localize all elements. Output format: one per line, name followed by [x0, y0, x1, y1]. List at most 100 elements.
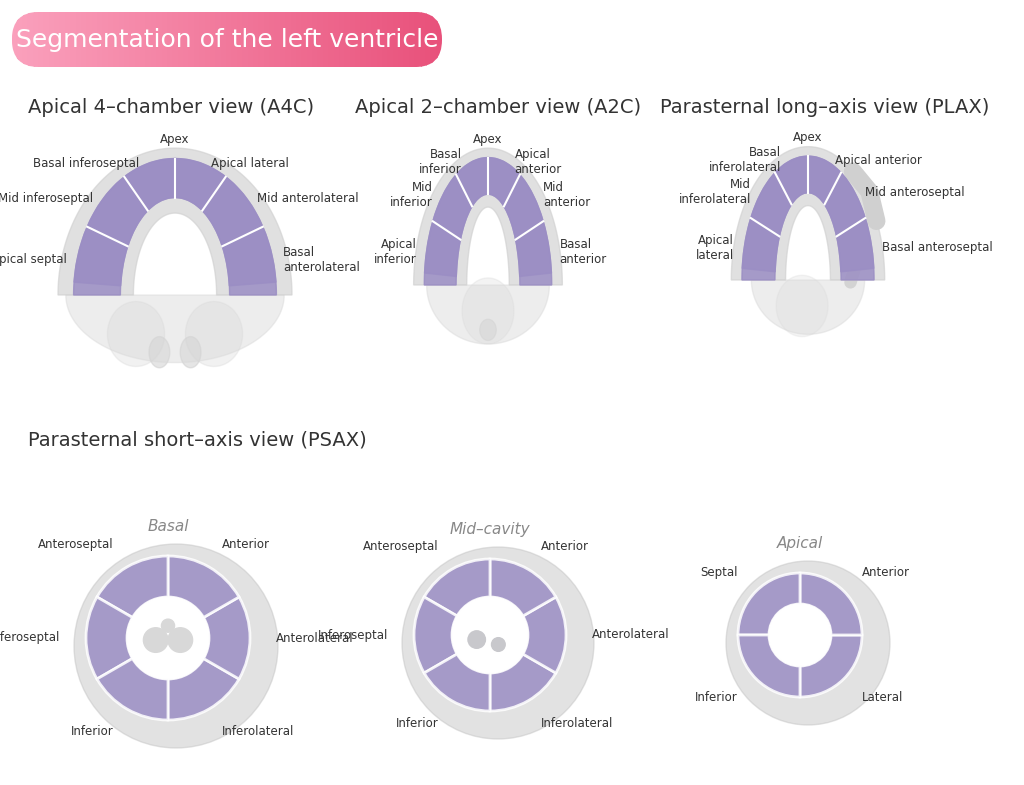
Bar — [114, 12, 120, 67]
Circle shape — [127, 597, 209, 679]
Text: Mid
anterior: Mid anterior — [543, 181, 590, 209]
Text: Inferolateral: Inferolateral — [222, 725, 294, 738]
Polygon shape — [837, 218, 874, 280]
Text: Mid inferoseptal: Mid inferoseptal — [0, 192, 93, 205]
Bar — [238, 12, 244, 67]
Polygon shape — [424, 221, 461, 285]
Polygon shape — [203, 177, 263, 246]
Text: Apical: Apical — [777, 536, 823, 551]
Text: Segmentation of the left ventricle: Segmentation of the left ventricle — [15, 27, 438, 52]
Circle shape — [452, 597, 528, 673]
Bar — [178, 12, 184, 67]
Text: Basal
inferolateral: Basal inferolateral — [709, 146, 781, 174]
Circle shape — [468, 631, 485, 648]
Bar — [216, 12, 222, 67]
Bar — [264, 12, 270, 67]
Bar — [281, 12, 287, 67]
Bar — [125, 12, 131, 67]
Text: Mid anterolateral: Mid anterolateral — [257, 192, 358, 205]
Bar — [243, 12, 249, 67]
Text: Apical septal: Apical septal — [0, 254, 67, 266]
Text: Septal: Septal — [700, 566, 737, 579]
Polygon shape — [752, 280, 864, 334]
Bar — [254, 12, 260, 67]
Bar — [324, 12, 330, 67]
Text: Apical
anterior: Apical anterior — [514, 148, 562, 176]
Bar — [350, 12, 356, 67]
Bar — [109, 12, 115, 67]
Bar — [71, 12, 77, 67]
Polygon shape — [488, 158, 520, 206]
Bar — [313, 12, 318, 67]
Polygon shape — [480, 319, 497, 341]
Text: Parasternal short–axis view (PSAX): Parasternal short–axis view (PSAX) — [28, 430, 367, 449]
Bar — [227, 12, 232, 67]
Bar — [163, 12, 168, 67]
Text: Apex: Apex — [160, 133, 189, 147]
Polygon shape — [66, 295, 285, 363]
Wedge shape — [97, 659, 168, 720]
Bar — [135, 12, 141, 67]
Bar — [307, 12, 313, 67]
Text: Apex: Apex — [794, 131, 822, 144]
Bar — [388, 12, 394, 67]
Polygon shape — [414, 148, 562, 285]
Polygon shape — [808, 156, 841, 204]
Polygon shape — [775, 156, 808, 204]
Text: Inferior: Inferior — [72, 725, 114, 738]
Text: Inferior: Inferior — [396, 717, 439, 730]
Wedge shape — [738, 573, 800, 635]
Polygon shape — [74, 159, 275, 286]
Polygon shape — [425, 158, 552, 276]
Wedge shape — [168, 556, 239, 618]
Bar — [66, 12, 72, 67]
Bar — [232, 12, 239, 67]
Bar — [356, 12, 361, 67]
Wedge shape — [414, 597, 457, 673]
Bar — [130, 12, 136, 67]
Bar — [367, 12, 373, 67]
Polygon shape — [58, 148, 292, 295]
Bar — [23, 12, 29, 67]
Polygon shape — [185, 301, 243, 367]
Text: Anterolateral: Anterolateral — [276, 631, 353, 644]
Bar — [92, 12, 98, 67]
Bar — [168, 12, 174, 67]
FancyBboxPatch shape — [12, 12, 442, 67]
Bar — [77, 12, 82, 67]
Bar — [302, 12, 308, 67]
Bar — [120, 12, 125, 67]
Bar — [49, 12, 55, 67]
Text: Inferior: Inferior — [695, 691, 737, 703]
Bar — [335, 12, 340, 67]
Wedge shape — [97, 556, 168, 618]
Text: Mid
inferolateral: Mid inferolateral — [679, 178, 752, 206]
Bar — [221, 12, 227, 67]
Bar — [184, 12, 189, 67]
Polygon shape — [824, 173, 865, 236]
Polygon shape — [751, 173, 792, 236]
Bar — [98, 12, 103, 67]
Bar — [152, 12, 158, 67]
Bar — [415, 12, 421, 67]
Bar — [211, 12, 217, 67]
Bar — [431, 12, 437, 67]
Wedge shape — [490, 654, 556, 711]
Text: Mid
inferior: Mid inferior — [390, 181, 433, 209]
Text: Apical
lateral: Apical lateral — [696, 234, 734, 262]
Wedge shape — [424, 559, 490, 616]
Wedge shape — [738, 635, 800, 697]
Bar — [399, 12, 404, 67]
Circle shape — [143, 628, 168, 652]
Bar — [173, 12, 179, 67]
Bar — [206, 12, 211, 67]
Text: Parasternal long–axis view (PLAX): Parasternal long–axis view (PLAX) — [660, 98, 989, 117]
Bar — [44, 12, 50, 67]
Text: Anterior: Anterior — [541, 540, 589, 553]
Bar — [286, 12, 292, 67]
Polygon shape — [456, 158, 488, 206]
Bar — [157, 12, 163, 67]
Polygon shape — [74, 227, 128, 295]
Circle shape — [769, 604, 831, 666]
Polygon shape — [124, 159, 175, 210]
